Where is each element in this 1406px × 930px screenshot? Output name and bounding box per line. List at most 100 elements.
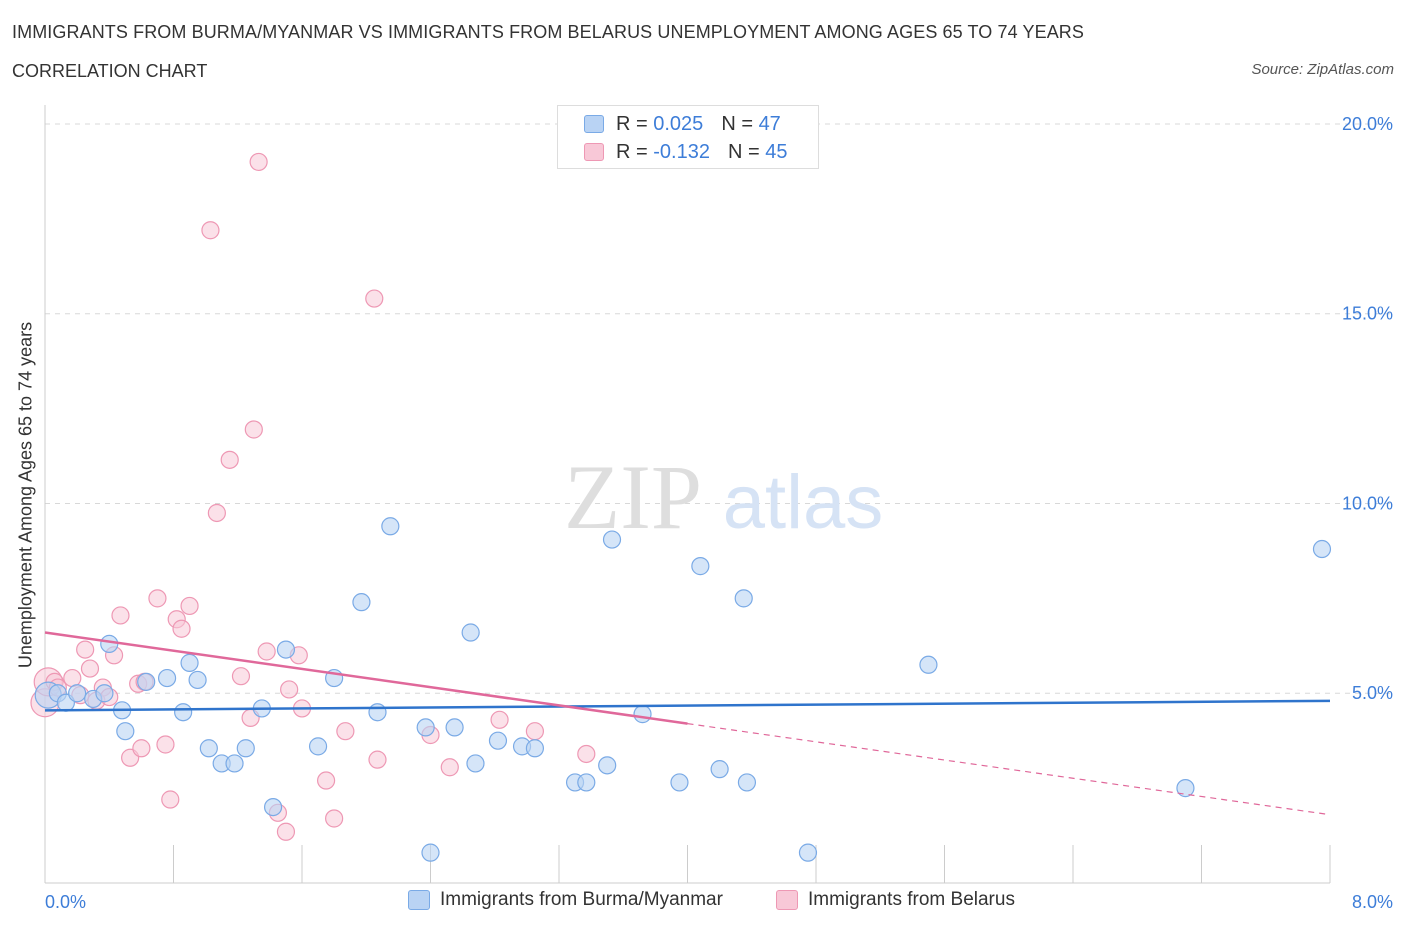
burma-point <box>919 655 938 674</box>
burma-point <box>445 718 464 737</box>
burma-point <box>488 731 508 750</box>
burma-point <box>368 703 387 722</box>
burma-point <box>691 557 710 576</box>
watermark-zip: ZIP <box>564 446 702 548</box>
legend-swatch-belarus <box>776 890 798 910</box>
burma-point <box>116 722 135 741</box>
burma-point <box>381 517 400 536</box>
legend-n-value-burma: 47 <box>758 112 781 135</box>
belarus-point <box>207 503 226 523</box>
burma-point <box>466 754 485 773</box>
stats-legend: R = 0.025 N = 47 R = -0.132 N = 45 <box>557 105 819 169</box>
burma-point <box>225 754 244 773</box>
legend-n-value-belarus: 45 <box>765 140 788 163</box>
burma-point <box>276 640 296 659</box>
belarus-point <box>325 809 344 828</box>
burma-point <box>577 773 596 792</box>
belarus-trend-extension <box>687 723 1331 816</box>
y-tick-label: 5.0% <box>1352 683 1393 703</box>
burma-point <box>263 797 283 817</box>
x-tick-label: 0.0% <box>45 892 86 912</box>
burma-trend-line <box>44 699 1331 712</box>
burma-point <box>421 843 440 862</box>
legend-item-belarus[interactable]: Immigrants from Belarus <box>776 889 1015 911</box>
y-tick-labels: 5.0% 10.0% 15.0% 20.0% <box>1342 114 1393 703</box>
belarus-point <box>80 659 100 678</box>
burma-point <box>1312 539 1332 559</box>
burma-point <box>157 668 177 688</box>
burma-point <box>180 653 199 672</box>
burma-point <box>416 718 435 737</box>
burma-point <box>174 703 193 722</box>
belarus-point <box>244 420 263 439</box>
belarus-point <box>365 289 384 308</box>
belarus-point <box>490 710 509 729</box>
burma-point <box>137 672 156 691</box>
burma-point <box>525 739 545 758</box>
burma-point <box>602 530 622 549</box>
burma-point <box>1176 779 1195 798</box>
legend-label-belarus: Immigrants from Belarus <box>808 889 1015 910</box>
legend-r-label: R = <box>616 140 648 163</box>
y-tick-label: 15.0% <box>1342 304 1393 324</box>
legend-r-value-burma: 0.025 <box>653 112 704 135</box>
belarus-point <box>525 722 545 741</box>
belarus-point <box>257 642 276 661</box>
burma-point <box>734 589 753 608</box>
belarus-point <box>440 758 459 777</box>
chart-title: IMMIGRANTS FROM BURMA/MYANMAR VS IMMIGRA… <box>12 22 1085 42</box>
belarus-point <box>148 589 167 608</box>
axes <box>44 105 1331 884</box>
x-tick-label: 8.0% <box>1352 892 1393 912</box>
legend-swatch-belarus <box>584 143 604 161</box>
watermark-atlas: atlas <box>723 460 884 545</box>
legend-swatch-burma <box>584 115 604 133</box>
belarus-point <box>180 596 199 616</box>
burma-point <box>598 756 617 775</box>
burma-point <box>737 773 757 792</box>
burma-point <box>68 684 87 703</box>
belarus-point <box>63 668 82 688</box>
series-burma-points <box>34 517 1332 862</box>
burma-point <box>95 684 114 703</box>
burma-point <box>100 634 119 654</box>
belarus-point <box>76 640 95 659</box>
belarus-point <box>280 680 299 699</box>
legend-r-label: R = <box>616 112 648 135</box>
burma-point <box>352 593 371 612</box>
belarus-point <box>201 221 220 240</box>
y-tick-label: 20.0% <box>1342 114 1393 134</box>
legend-label-burma: Immigrants from Burma/Myanmar <box>440 889 723 910</box>
legend-row-burma: R = 0.025 N = 47 <box>584 112 781 136</box>
y-tick-label: 10.0% <box>1342 493 1393 513</box>
burma-point <box>798 843 818 862</box>
belarus-trend-line <box>44 631 688 725</box>
trend-lines <box>44 631 1331 816</box>
belarus-point <box>316 771 336 790</box>
burma-point <box>710 760 729 779</box>
burma-point <box>236 739 255 758</box>
legend-r-value-belarus: -0.132 <box>653 140 710 163</box>
belarus-point <box>336 722 355 741</box>
burma-point <box>199 739 218 758</box>
legend-n-label: N = <box>727 140 760 163</box>
burma-point <box>308 737 328 756</box>
belarus-point <box>249 152 268 172</box>
belarus-point <box>156 735 175 754</box>
series-legend: Immigrants from Burma/Myanmar Immigrants… <box>0 889 1406 915</box>
burma-point <box>670 773 689 792</box>
belarus-point <box>231 667 251 686</box>
burma-point <box>188 670 207 690</box>
burma-point <box>633 705 652 724</box>
belarus-point <box>368 750 387 769</box>
legend-swatch-burma <box>408 890 430 910</box>
legend-row-belarus: R = -0.132 N = 45 <box>584 140 787 164</box>
belarus-point <box>220 450 239 469</box>
legend-n-label: N = <box>721 112 753 135</box>
belarus-point <box>172 619 191 638</box>
x-tick-labels: 0.0% 8.0% <box>45 892 1393 912</box>
legend-item-burma[interactable]: Immigrants from Burma/Myanmar <box>408 889 723 911</box>
belarus-point <box>161 790 180 809</box>
belarus-point <box>111 606 130 625</box>
